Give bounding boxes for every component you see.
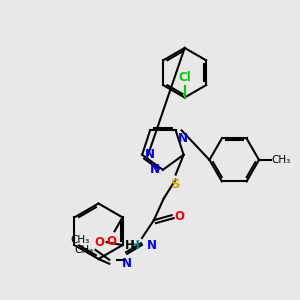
Text: Cl: Cl — [178, 70, 191, 84]
Text: O: O — [95, 236, 105, 249]
Text: O: O — [175, 210, 185, 223]
Text: H: H — [130, 239, 140, 252]
Text: S: S — [171, 178, 181, 190]
Text: N: N — [178, 132, 188, 146]
Text: CH₃: CH₃ — [74, 245, 94, 255]
Text: N: N — [122, 257, 132, 270]
Text: H: H — [124, 239, 134, 252]
Text: N: N — [145, 148, 155, 161]
Text: N: N — [150, 163, 160, 176]
Text: CH₃: CH₃ — [70, 235, 90, 245]
Text: N: N — [147, 239, 157, 252]
Text: CH₃: CH₃ — [272, 155, 291, 165]
Text: O: O — [106, 235, 117, 248]
